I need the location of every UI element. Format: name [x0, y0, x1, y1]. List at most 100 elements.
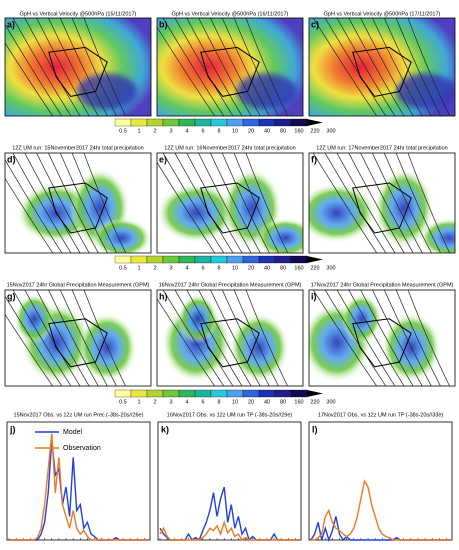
- colorbar-cell: [114, 255, 132, 264]
- colorbar-label: 2: [153, 265, 156, 271]
- colorbar-cell: [290, 389, 308, 398]
- coastline: [352, 46, 412, 97]
- chart-letter: j): [9, 424, 16, 434]
- panel-letter: i): [311, 291, 317, 301]
- plot-frame: [308, 421, 453, 541]
- coastline: [48, 46, 108, 97]
- contour: [383, 290, 432, 386]
- map-frame: [156, 17, 304, 117]
- colorbar-label: 20: [248, 128, 254, 134]
- contour: [372, 153, 423, 253]
- contour: [36, 18, 90, 116]
- precip: [14, 293, 55, 344]
- map-content: [157, 290, 303, 386]
- colorbar-arrow: [307, 119, 323, 126]
- map-content: [309, 290, 455, 386]
- colorbar-cell: [242, 118, 260, 127]
- chart-title: 17Nov2017 Obs. vs 12z UM run TP (-38s-20…: [318, 412, 444, 418]
- precip: [177, 293, 218, 344]
- map-panel: e) 12Z UM run: 16November2017 24hr total …: [156, 145, 304, 254]
- colorbar-cell: [210, 118, 228, 127]
- map-frame: [4, 152, 152, 254]
- colorbar-label: 1: [137, 399, 140, 405]
- map-content: [309, 153, 455, 253]
- contour: [372, 18, 423, 116]
- contour: [157, 298, 216, 386]
- colorbar-arrow: [307, 390, 323, 397]
- contour: [312, 153, 378, 253]
- contour: [336, 290, 396, 386]
- map-frame: [4, 17, 152, 117]
- contour: [71, 290, 117, 386]
- map-panel: h) 16Nov2017 24hr Global Precipitation Me…: [156, 282, 304, 387]
- colorbar-cell: [194, 389, 212, 398]
- colorbar-label: 10: [232, 128, 238, 134]
- contour: [174, 18, 234, 116]
- colorbar-label: 220: [310, 128, 319, 134]
- map-content: [5, 153, 151, 253]
- colorbar-label: 8: [217, 399, 220, 405]
- colorbar-label: 8: [217, 265, 220, 271]
- colorbar-label: 80: [280, 265, 286, 271]
- contour: [174, 153, 234, 253]
- colorbar-label: 0.5: [119, 128, 127, 134]
- panel-letter: g): [7, 291, 16, 301]
- blob: [395, 73, 455, 110]
- precip: [77, 312, 138, 383]
- colorbar-label: 1: [137, 265, 140, 271]
- contour: [383, 18, 432, 116]
- map-panel: a) GpH vs Vertical Velocity @500hPa (15/1…: [4, 11, 152, 117]
- contour: [12, 153, 72, 253]
- map-frame: [308, 289, 456, 387]
- coastline: [48, 318, 108, 368]
- map-content: [157, 153, 303, 253]
- contour: [71, 153, 117, 253]
- contour: [245, 153, 289, 253]
- contour: [210, 18, 261, 116]
- colorbar-label: 160: [294, 128, 303, 134]
- contour: [48, 290, 99, 386]
- contour: [312, 290, 378, 386]
- contour: [233, 18, 279, 116]
- colorbar-cell: [162, 118, 180, 127]
- contour: [83, 290, 126, 386]
- colorbar-cell: [274, 255, 292, 264]
- colorbar-cell: [146, 255, 164, 264]
- contour: [324, 290, 387, 386]
- contour: [245, 18, 289, 116]
- map-frame: [308, 152, 456, 254]
- panel-letter: f): [311, 154, 317, 164]
- colorbar-cell: [242, 255, 260, 264]
- colorbar-cell: [162, 389, 180, 398]
- contour: [360, 18, 414, 116]
- colorbar-label: 20: [248, 399, 254, 405]
- coastline: [200, 182, 260, 234]
- contour: [83, 153, 127, 253]
- coastline: [352, 182, 412, 234]
- colorbar-label: 300: [326, 128, 335, 134]
- contour: [221, 290, 270, 386]
- contour: [348, 153, 405, 253]
- contour: [395, 18, 441, 116]
- colorbar-cell: [290, 255, 308, 264]
- legend-label: Observation: [63, 445, 101, 452]
- colorbar-label: 220: [310, 265, 319, 271]
- colorbar-cell: [162, 255, 180, 264]
- legend-label: Model: [63, 429, 83, 436]
- colorbar-cell: [274, 118, 292, 127]
- panel-title: 12Z UM run: 16November2017 24hr total pr…: [164, 145, 295, 151]
- panel-title: GpH vs Vertical Velocity @500hPa (16/11/…: [172, 11, 289, 17]
- colorbar-cell: [130, 389, 148, 398]
- coastline: [352, 318, 412, 368]
- map-panel: f) 12Z UM run: 17November2017 24hr total …: [308, 145, 456, 254]
- colorbar-label: 300: [326, 265, 335, 271]
- contour: [395, 153, 441, 253]
- panel-title: 12Z UM run: 17November2017 24hr total pr…: [316, 145, 447, 151]
- colorbar-label: 6: [201, 128, 204, 134]
- panel-letter: e): [159, 154, 167, 164]
- colorbar-label: 4: [185, 265, 188, 271]
- contour: [407, 153, 451, 253]
- contour: [324, 18, 387, 116]
- contour: [5, 42, 54, 116]
